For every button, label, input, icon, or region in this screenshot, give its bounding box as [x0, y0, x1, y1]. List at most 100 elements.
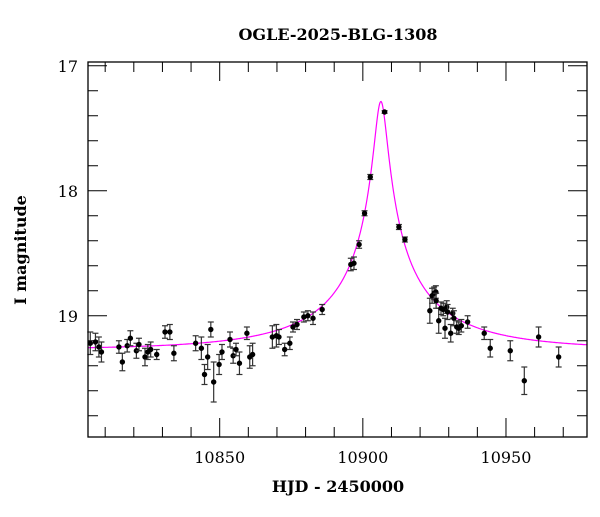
data-point: [218, 343, 225, 361]
point-marker: [204, 354, 211, 360]
data-point: [201, 363, 208, 386]
data-point: [135, 337, 142, 352]
point-marker: [361, 210, 368, 216]
data-point: [481, 326, 488, 341]
y-tick-label: 18: [58, 182, 78, 201]
point-marker: [396, 224, 402, 230]
data-point: [555, 346, 562, 368]
data-point: [233, 342, 240, 357]
data-point: [119, 352, 126, 372]
data-point: [426, 297, 433, 324]
point-marker: [451, 315, 457, 321]
y-tick-label: 17: [58, 57, 78, 76]
data-point: [243, 326, 250, 341]
data-point: [435, 307, 442, 334]
data-points: [87, 109, 562, 403]
point-marker: [87, 340, 93, 346]
data-point: [226, 331, 233, 348]
data-point: [535, 326, 542, 348]
point-marker: [167, 329, 173, 335]
point-marker: [198, 345, 205, 351]
data-point: [458, 318, 465, 333]
point-marker: [216, 361, 222, 368]
point-marker: [450, 310, 456, 316]
data-point: [192, 335, 199, 352]
point-marker: [171, 350, 177, 356]
data-point: [162, 325, 169, 339]
x-tick-label: 10950: [481, 448, 532, 467]
data-point: [356, 240, 363, 249]
chart-title: OGLE-2025-BLG-1308: [238, 25, 437, 44]
data-point: [507, 340, 514, 362]
point-marker: [116, 344, 122, 350]
point-marker: [294, 321, 300, 328]
point-marker: [119, 359, 126, 365]
point-marker: [219, 349, 225, 355]
data-point: [444, 303, 451, 321]
tick-labels: 10850 10900 10950 17 18 19: [58, 57, 532, 467]
data-point: [98, 341, 105, 363]
data-point: [141, 347, 148, 367]
data-point: [281, 342, 288, 357]
data-point: [153, 348, 160, 361]
data-point: [433, 292, 440, 309]
point-marker: [201, 371, 208, 378]
point-marker: [154, 351, 160, 358]
point-marker: [127, 335, 134, 341]
point-marker: [444, 309, 451, 315]
point-marker: [433, 298, 439, 304]
point-marker: [136, 341, 142, 348]
data-point: [293, 318, 300, 331]
data-point: [395, 223, 402, 231]
point-marker: [236, 360, 243, 366]
data-point: [275, 328, 282, 346]
point-marker: [487, 345, 493, 351]
y-axis-label: I magnitude: [11, 195, 30, 305]
point-marker: [290, 324, 296, 330]
data-point: [442, 317, 449, 339]
data-point: [127, 330, 134, 347]
data-point: [381, 109, 388, 115]
model-curve: [88, 100, 588, 349]
data-point: [204, 343, 211, 371]
point-marker: [319, 306, 325, 313]
point-marker: [381, 109, 388, 115]
point-marker: [98, 349, 105, 355]
data-point: [216, 353, 223, 376]
point-marker: [535, 334, 542, 340]
point-marker: [208, 326, 214, 333]
data-point: [447, 323, 454, 343]
point-marker: [402, 236, 408, 243]
data-point: [401, 236, 408, 243]
data-point: [115, 340, 122, 354]
data-point: [210, 361, 217, 403]
data-point: [207, 321, 214, 338]
x-tick-label: 10850: [194, 448, 245, 467]
point-marker: [481, 330, 487, 336]
point-marker: [427, 308, 433, 314]
point-marker: [96, 344, 102, 350]
data-point: [304, 310, 311, 322]
point-marker: [351, 260, 357, 266]
point-marker: [287, 340, 293, 346]
point-marker: [507, 348, 513, 354]
point-marker: [555, 354, 562, 360]
data-point: [310, 311, 317, 326]
point-marker: [305, 313, 311, 319]
data-point: [198, 336, 205, 361]
point-marker: [444, 304, 450, 310]
x-tick-label: 10900: [337, 448, 388, 467]
point-marker: [310, 315, 316, 321]
point-marker: [92, 339, 99, 345]
point-marker: [124, 343, 130, 349]
data-point: [236, 351, 243, 376]
data-point: [166, 323, 173, 341]
x-axis-label: HJD - 2450000: [272, 477, 404, 496]
point-marker: [142, 354, 148, 360]
point-marker: [521, 378, 528, 384]
data-point: [147, 341, 154, 358]
data-point: [286, 336, 293, 351]
point-marker: [162, 329, 168, 335]
data-point: [487, 338, 494, 358]
